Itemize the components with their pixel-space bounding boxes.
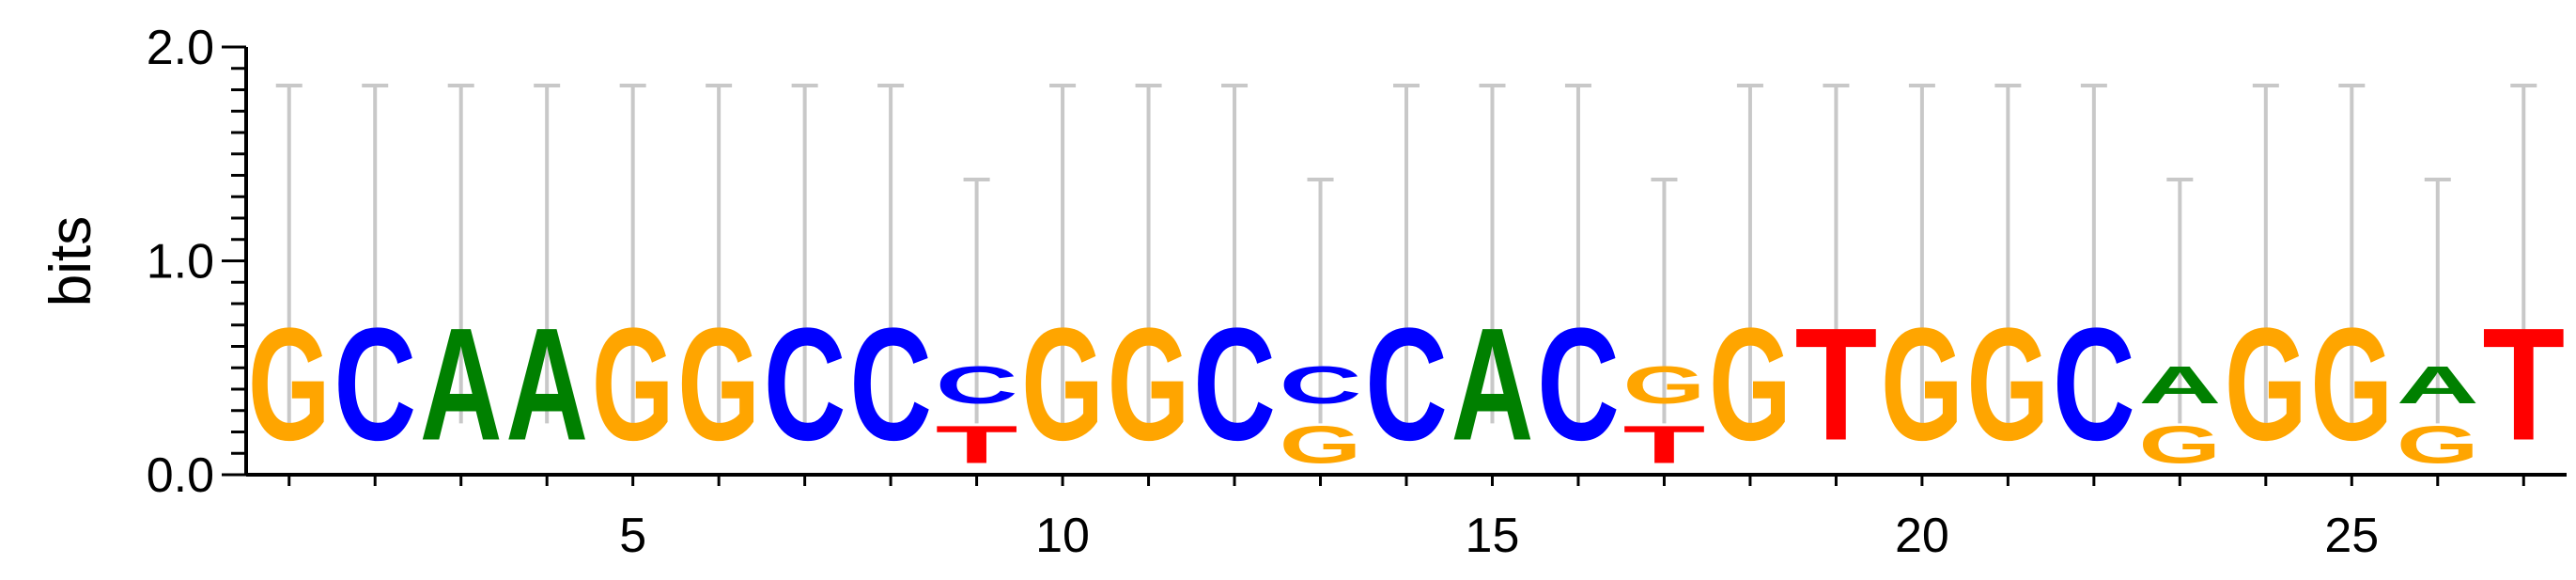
- x-tick-label: 10: [1035, 509, 1090, 563]
- x-tick-label: 5: [619, 509, 646, 563]
- y-tick-label: 2.0: [147, 21, 214, 75]
- logo-letter-G: G: [2310, 294, 2393, 474]
- logo-letter-A: A: [1451, 295, 1534, 474]
- y-axis-title: bits: [39, 216, 103, 306]
- logo-letters: G C A A G G C C TC G G C GC C A C TG G T G G C GA G G GA T: [248, 294, 2565, 475]
- logo-letter-G: G: [2225, 294, 2307, 474]
- logo-letter-C: C: [334, 295, 416, 474]
- logo-letter-C: C: [2053, 295, 2135, 474]
- logo-letter-A: A: [420, 295, 503, 474]
- logo-letter-A: A: [505, 295, 588, 474]
- x-tick-label: 15: [1466, 509, 1520, 563]
- y-ticks: 0.0 1.0 2.0: [147, 21, 246, 503]
- logo-letter-C: C: [1193, 295, 1276, 474]
- logo-letter-C: C: [1365, 295, 1448, 474]
- error-bars: [275, 83, 2537, 424]
- logo-letter-G: G: [1881, 294, 1963, 474]
- logo-letter-C: C: [764, 295, 846, 474]
- y-tick-label: 1.0: [147, 235, 214, 290]
- logo-letter-A: A: [2138, 355, 2221, 415]
- logo-letter-T: T: [936, 415, 1018, 474]
- logo-letter-A: A: [2397, 355, 2479, 415]
- logo-letter-G: G: [1709, 294, 1792, 474]
- x-ticks: 5 10 15 20 25: [287, 475, 2525, 563]
- logo-letter-C: C: [1537, 295, 1620, 474]
- x-tick-label: 25: [2324, 509, 2379, 563]
- logo-letter-G: G: [1280, 415, 1362, 475]
- y-tick-label: 0.0: [147, 448, 214, 503]
- logo-letter-G: G: [677, 294, 760, 474]
- logo-letter-G: G: [592, 294, 675, 474]
- logo-letter-C: C: [849, 295, 932, 474]
- logo-letter-G: G: [1108, 294, 1190, 474]
- x-tick-label: 20: [1895, 509, 1949, 563]
- logo-letter-T: T: [1623, 415, 1706, 474]
- logo-letter-G: G: [1021, 294, 1104, 474]
- logo-letter-C: C: [1280, 355, 1362, 415]
- logo-letter-T: T: [2482, 295, 2565, 474]
- logo-letter-G: G: [248, 294, 331, 474]
- logo-letter-G: G: [2397, 415, 2479, 475]
- logo-letter-G: G: [1966, 294, 2049, 474]
- logo-letter-G: G: [1623, 354, 1706, 415]
- logo-letter-G: G: [2138, 415, 2221, 475]
- logo-letter-T: T: [1794, 295, 1877, 474]
- logo-letter-C: C: [936, 355, 1018, 415]
